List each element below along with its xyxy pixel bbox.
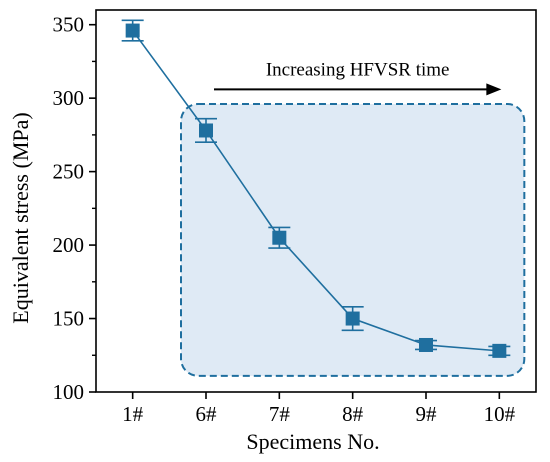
series-line (132, 30, 500, 352)
x-tick-label: 1# (122, 402, 144, 426)
annotation-group: Increasing HFVSR time (214, 59, 502, 96)
data-point (199, 123, 213, 138)
y-tick-label: 100 (53, 380, 85, 404)
x-axis-title: Specimens No. (246, 429, 379, 454)
data-point (419, 337, 433, 352)
y-axis-title: Equivalent stress (MPa) (8, 112, 33, 323)
x-tick-label: 10# (484, 402, 516, 426)
data-point (492, 343, 507, 358)
x-tick-label: 7# (269, 402, 291, 426)
x-tick-label: 6# (196, 402, 218, 426)
annotation-arrow-head (486, 83, 502, 96)
highlight-region (180, 103, 526, 377)
series-layer (121, 19, 511, 358)
data-point (272, 230, 287, 245)
axes: 100 150 200 250 300 350 1# 6# 7# 8# 9# 10# (53, 9, 537, 426)
plot-frame (95, 9, 537, 393)
y-tick-label: 250 (53, 160, 85, 184)
data-point (345, 311, 360, 326)
y-tick-label: 200 (53, 233, 85, 257)
y-tick-label: 350 (53, 13, 85, 37)
annotation-text: Increasing HFVSR time (266, 59, 450, 80)
y-tick-label: 300 (53, 86, 85, 110)
y-tick-label: 150 (53, 307, 85, 331)
data-point (125, 23, 140, 38)
x-tick-label: 9# (416, 402, 438, 426)
x-tick-label: 8# (342, 402, 364, 426)
highlight-box (180, 103, 526, 377)
